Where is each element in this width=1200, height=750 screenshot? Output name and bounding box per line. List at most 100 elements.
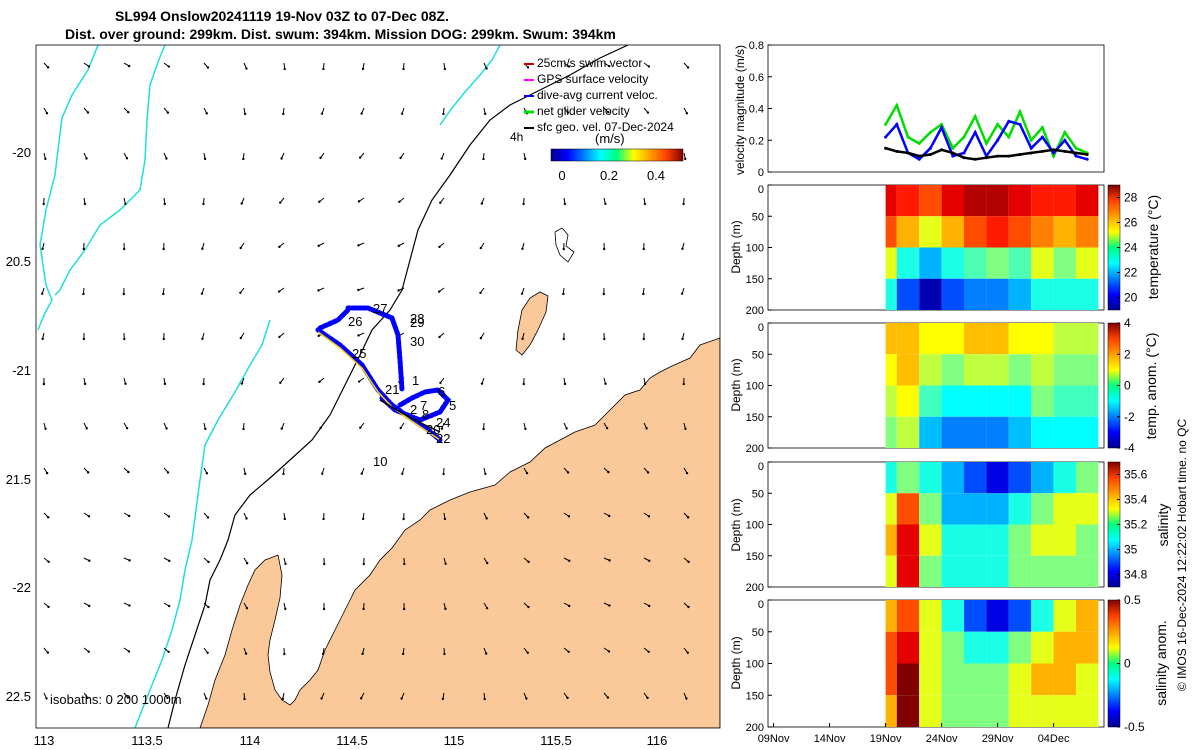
vector-head — [480, 382, 484, 385]
vector-head — [163, 382, 167, 386]
temperature-cell — [1053, 185, 1076, 217]
vector-head — [244, 652, 248, 655]
vector-head — [42, 202, 45, 206]
vector-head — [480, 202, 484, 205]
vector-head — [643, 382, 647, 386]
legend-label-swim: 25cm/s swim vector — [537, 56, 642, 70]
vector-head — [166, 696, 169, 700]
day-label: 6 — [438, 384, 445, 399]
temp_anom-cell — [1076, 385, 1099, 417]
temperature-ytick-label: 150 — [746, 274, 764, 286]
vector-head — [321, 472, 324, 475]
salinity-cell — [1053, 524, 1076, 556]
temp_anom-cb-tick-label: 4 — [1124, 316, 1131, 330]
sal_anom-cell — [1053, 663, 1076, 696]
sal_anom-cell — [896, 631, 920, 664]
temp_anom-cell — [896, 354, 920, 386]
temp_anom-cell — [941, 385, 964, 417]
vector-head — [483, 112, 487, 116]
vector-head — [124, 202, 127, 206]
vector-head — [126, 696, 130, 699]
temp_anom-cell — [919, 416, 942, 448]
vector-head — [647, 515, 651, 518]
temperature-cell — [1076, 216, 1099, 248]
vector-head — [608, 514, 611, 518]
temperature-cb-tick-label: 28 — [1124, 191, 1138, 205]
vector-head — [207, 560, 210, 564]
salinity-cell — [896, 524, 920, 556]
sal_anom-cell — [986, 631, 1009, 664]
vector-head — [526, 651, 529, 654]
velocity-point — [973, 114, 977, 118]
legend-label-gps: GPS surface velocity — [537, 72, 648, 86]
vector-head — [520, 292, 524, 295]
vector-head — [687, 605, 690, 609]
velocity-point — [1052, 154, 1056, 158]
day-label: 26 — [348, 314, 362, 329]
temperature-cell — [1031, 247, 1054, 279]
lat-tick: 20.5 — [6, 254, 31, 269]
vector-head — [125, 426, 129, 430]
temp_anom-cell — [986, 323, 1009, 355]
speed-colorbar-tick: 0.4 — [647, 168, 665, 183]
vector-head — [400, 697, 403, 700]
sal_anom-ytick-label: 200 — [746, 722, 764, 734]
temperature-cell — [1008, 185, 1032, 217]
vector-head — [122, 292, 126, 296]
vector-head — [85, 157, 88, 160]
vector-head — [125, 157, 129, 160]
vector-head — [684, 157, 687, 161]
temp_anom-cell — [885, 416, 897, 448]
temperature-cell — [1053, 247, 1076, 279]
vector-head — [86, 696, 89, 700]
lon-axis: 113 113.5 114 114.5 115 115.5 116 — [34, 733, 668, 748]
velocity-point — [1018, 122, 1022, 126]
vector-head — [321, 652, 325, 656]
sal_anom-cell — [1076, 631, 1099, 664]
vector-head — [360, 112, 363, 115]
salinity-cb-tick-label: 35 — [1124, 543, 1138, 557]
legend-label-sfc: sfc geo. vel. 07-Dec-2024 — [537, 120, 674, 134]
velocity-ytick-label: 0.8 — [749, 40, 764, 52]
vector-head — [128, 559, 131, 562]
track-glider-path — [317, 331, 441, 441]
temp_anom-cell — [1076, 323, 1099, 355]
vector-head — [45, 471, 49, 475]
temp_anom-cell — [1031, 385, 1054, 417]
velocity-point — [1063, 130, 1067, 134]
vector-head — [401, 652, 405, 656]
speed-colorbar — [550, 148, 684, 162]
velocity-point — [962, 135, 966, 139]
vector-head — [485, 517, 488, 520]
sal_anom-cell — [1076, 663, 1099, 696]
temp_anom-cell — [919, 385, 942, 417]
velocity-point — [1074, 154, 1078, 158]
sal_anom-cell — [919, 695, 942, 727]
velocity-point — [1063, 149, 1067, 153]
vector-head — [442, 112, 445, 116]
velocity-point — [973, 130, 977, 134]
vector-head — [86, 471, 90, 474]
vector-head — [82, 292, 85, 296]
vector-head — [685, 112, 689, 115]
temp_anom-cell — [1031, 416, 1054, 448]
velocity-point — [962, 156, 966, 160]
vector-head — [124, 382, 127, 386]
sal_anom-cell — [896, 663, 920, 696]
vector-head — [162, 292, 165, 296]
vector-head — [646, 111, 650, 114]
temp_anom-cb-tick-label: 0 — [1124, 379, 1131, 393]
vector-head — [361, 652, 364, 656]
velocity-point — [917, 154, 921, 158]
velocity-point — [996, 138, 1000, 142]
vector-head — [607, 470, 610, 474]
velocity-point — [1063, 138, 1067, 142]
velocity-point — [1018, 110, 1022, 114]
salinity-cell — [1076, 555, 1099, 587]
temperature-cell — [1076, 278, 1099, 310]
vector-head — [486, 561, 489, 565]
velocity-point — [1018, 153, 1022, 157]
glider-track — [315, 305, 452, 443]
vector-head — [685, 471, 689, 475]
vector-head — [279, 381, 282, 384]
